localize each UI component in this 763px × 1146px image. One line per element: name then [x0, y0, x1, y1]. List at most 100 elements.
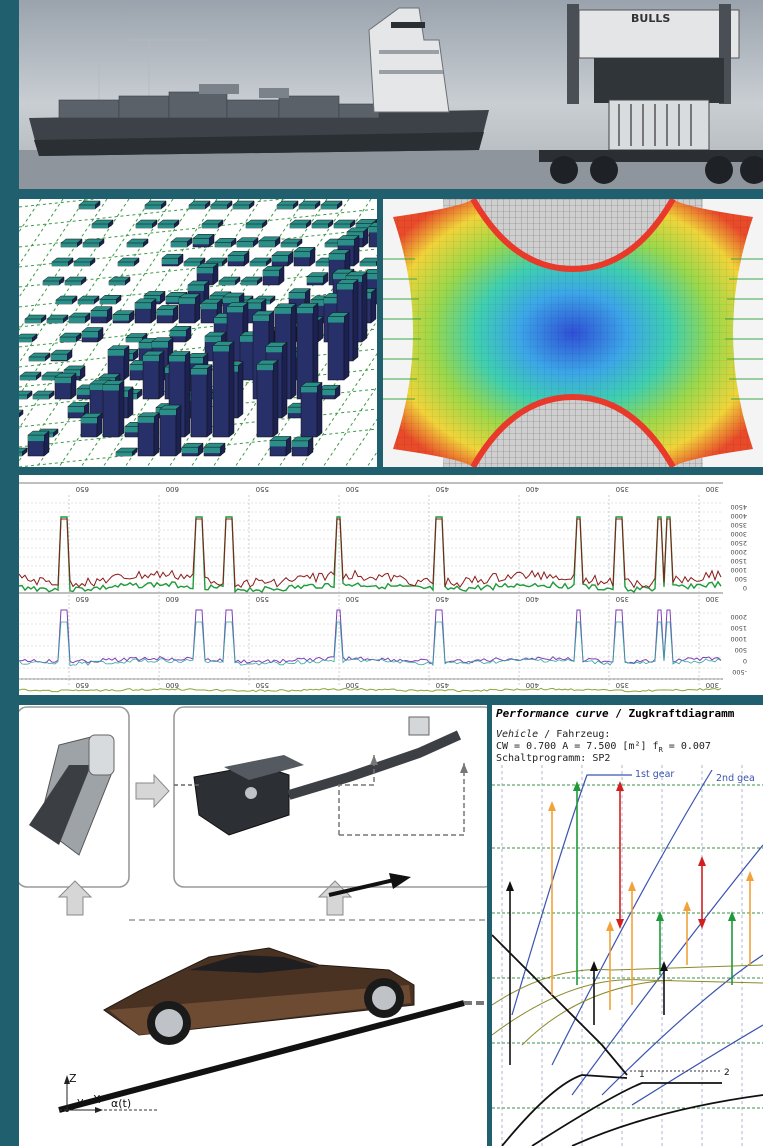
bar-block	[80, 412, 103, 438]
truck-sign: BULLS	[631, 12, 670, 25]
axis-tick-label: 350	[616, 595, 629, 603]
bar-block	[42, 276, 65, 286]
axis-tick-label: 550	[256, 681, 269, 689]
bar-block	[218, 276, 241, 286]
bar-block	[108, 276, 131, 286]
bar-block	[271, 251, 294, 267]
right-axis-label: 2000	[730, 613, 747, 621]
right-axis-label: 3500	[730, 521, 747, 529]
right-axis-label: 500	[735, 646, 747, 654]
logistics-photo: BULLS	[19, 0, 763, 189]
bar-block	[188, 200, 211, 210]
bar-block	[161, 253, 184, 267]
axis-tick-label: 300	[706, 681, 719, 689]
bar-block	[196, 262, 219, 286]
bar-block	[289, 219, 312, 229]
bar-block	[27, 430, 50, 457]
axis-tick-label: 500	[346, 595, 359, 603]
performance-curve-panel: Performance curve / Zugkraftdiagramm Veh…	[492, 705, 763, 1146]
bar-block	[232, 200, 255, 210]
axis-tick-label: 400	[526, 681, 539, 689]
axis-tick-label: 650	[76, 485, 89, 493]
right-axis-label: 4000	[730, 512, 747, 520]
params-sub: R	[658, 746, 663, 754]
bar-block	[201, 219, 224, 229]
axis-tick-label: 500	[346, 681, 359, 689]
bar-block	[245, 219, 268, 229]
params-tail: = 0.007	[662, 741, 711, 752]
bar-block	[227, 250, 250, 267]
bar-block	[137, 412, 160, 457]
mark2-label: 2	[724, 1068, 730, 1078]
bar-block	[19, 371, 42, 381]
bar-block	[159, 404, 182, 457]
bar-block	[142, 350, 165, 400]
bar-block	[126, 238, 149, 248]
right-axis-label: 0	[743, 657, 747, 665]
params-text: CW = 0.700 A = 7.500 [m²] f	[496, 741, 659, 752]
axis-tick-label: 650	[76, 681, 89, 689]
bar-block	[359, 257, 377, 267]
bar-block	[236, 237, 259, 248]
signal-trace	[19, 516, 722, 594]
signal-trace	[19, 518, 722, 589]
axis-tick-label: 650	[76, 595, 89, 603]
gear2-label: 2nd gea	[716, 773, 755, 784]
bar-block	[212, 340, 235, 438]
bar-block	[293, 246, 316, 267]
bar-block	[81, 326, 104, 343]
bar-block	[156, 304, 179, 324]
axis-tick-label: 400	[526, 485, 539, 493]
bar-block	[51, 257, 74, 267]
performance-title: Performance curve / Zugkraftdiagramm	[496, 707, 734, 720]
bar-block	[68, 312, 91, 324]
bar-block	[276, 200, 299, 210]
vehicle-params: CW = 0.700 A = 7.500 [m²] fR = 0.007	[496, 741, 711, 754]
stress-contour-image	[383, 199, 763, 467]
bar-block	[19, 409, 24, 418]
axis-tick-label: 500	[346, 485, 359, 493]
bar-block	[320, 200, 343, 210]
bar-block	[192, 233, 215, 248]
bar-block	[46, 314, 69, 324]
bar-block	[298, 200, 321, 210]
bar-block	[157, 219, 180, 229]
bar-block	[249, 257, 272, 267]
axis-z-label: Z	[69, 1072, 77, 1085]
bar-block	[258, 236, 281, 248]
bar-block	[178, 293, 201, 324]
right-axis-label: 2000	[730, 548, 747, 556]
bar-block	[280, 238, 303, 248]
axis-y-label: y	[77, 1095, 84, 1108]
axis-tick-label: 600	[166, 595, 179, 603]
bar-block	[102, 379, 125, 438]
right-axis-label: 1500	[730, 624, 747, 632]
right-axis-label: -500	[732, 668, 747, 676]
bar-block	[190, 364, 213, 438]
axis-tick-label: 550	[256, 485, 269, 493]
right-axis-label: 1500	[730, 557, 747, 565]
title-rest: / Zugkraftdiagramm	[608, 707, 735, 720]
axis-tick-label: 450	[436, 485, 449, 493]
axis-tick-label: 450	[436, 681, 449, 689]
bar-block	[181, 442, 204, 457]
gear1-label: 1st gear	[635, 769, 674, 780]
bar-block	[54, 372, 77, 400]
bar-block	[240, 276, 263, 286]
axis-tick-label: 350	[616, 681, 629, 689]
bar-block	[24, 314, 47, 324]
bar-block	[170, 237, 193, 248]
bar-block	[269, 435, 292, 457]
signal-trace	[19, 687, 722, 693]
bar-block	[125, 333, 148, 343]
axis-x-label: X	[93, 1093, 101, 1106]
bar-block	[318, 384, 341, 400]
bar-block	[99, 294, 122, 305]
alpha-label: α(t)	[111, 1097, 131, 1110]
bar-block	[135, 219, 158, 229]
right-axis-label: 2500	[730, 539, 747, 547]
bar-block	[203, 442, 226, 457]
axis-tick-label: 300	[706, 485, 719, 493]
bar-block	[19, 447, 28, 457]
bar-block	[28, 352, 51, 362]
